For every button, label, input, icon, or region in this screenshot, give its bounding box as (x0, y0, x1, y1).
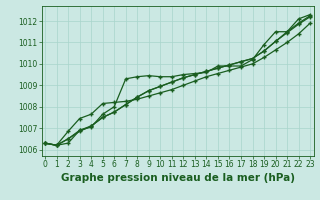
X-axis label: Graphe pression niveau de la mer (hPa): Graphe pression niveau de la mer (hPa) (60, 173, 295, 183)
